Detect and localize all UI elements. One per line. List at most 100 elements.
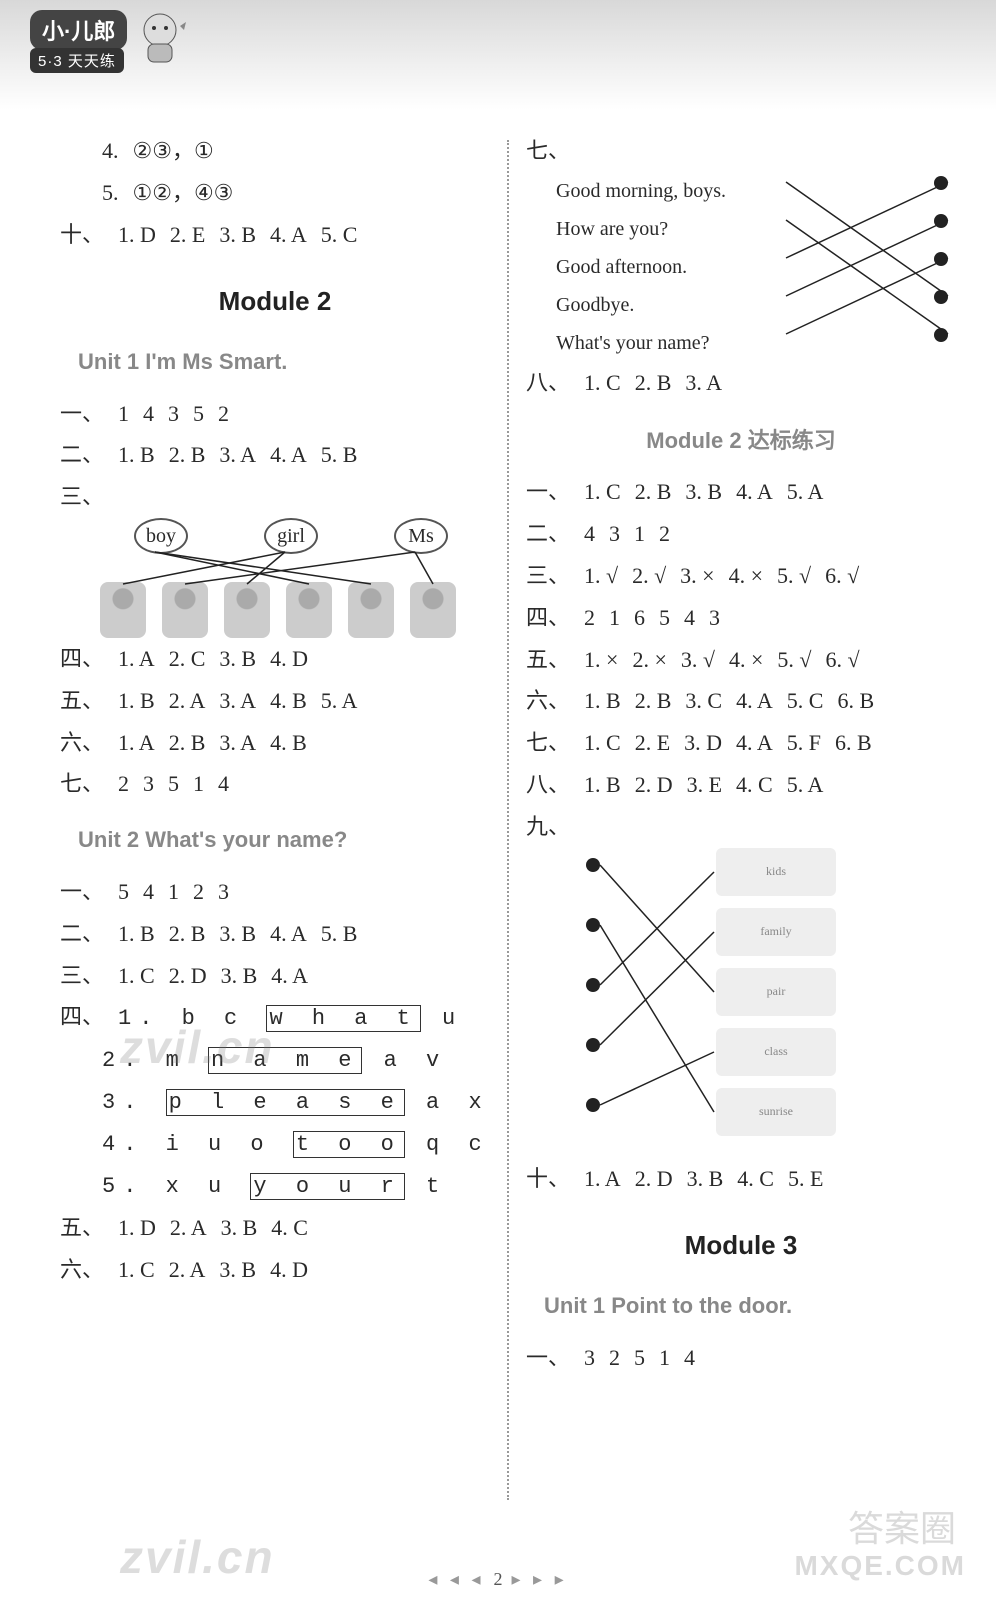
u1-4-a: 1. A — [118, 638, 155, 680]
u2-3-b: 2. D — [169, 955, 207, 997]
u2-5-lead: 五、 — [60, 1207, 104, 1249]
u1-3-match-lines — [100, 518, 490, 638]
u1-section-4: 四、 1. A 2. C 3. B 4. D — [60, 638, 490, 680]
u1-7-d: 1 — [193, 763, 204, 805]
q8-b: 2. B — [635, 362, 672, 404]
column-divider — [507, 140, 509, 1500]
u2-1-a: 5 — [118, 871, 129, 913]
u1-7-c: 5 — [168, 763, 179, 805]
u2-5-b: 2. A — [170, 1207, 207, 1249]
d6-c: 3. C — [685, 680, 722, 722]
u2-4-1-box: w h a t — [266, 1005, 420, 1032]
d3-a: 1. √ — [584, 555, 618, 597]
section-ten-lead: 十、 — [60, 214, 104, 256]
u1-4-b: 2. C — [169, 638, 206, 680]
u2-5-a: 1. D — [118, 1207, 156, 1249]
d8: 八、 1. B 2. D 3. E 4. C 5. A — [526, 764, 956, 806]
triangle-right-icon: ▸ ▸ ▸ — [512, 1569, 568, 1589]
d2-a: 4 — [584, 513, 595, 555]
u2-4-line-3: 3. p l e a s e a x — [102, 1082, 490, 1124]
m3-1-a: 3 — [584, 1337, 595, 1379]
u1-7-lead: 七、 — [60, 763, 104, 805]
u1-3-lead: 三、 — [60, 476, 104, 518]
u2-3-a: 1. C — [118, 955, 155, 997]
u1-1-a: 1 — [118, 393, 129, 435]
d8-lead: 八、 — [526, 764, 570, 806]
u1-7-a: 2 — [118, 763, 129, 805]
d3-c: 3. × — [680, 555, 714, 597]
d7: 七、 1. C 2. E 3. D 4. A 5. F 6. B — [526, 722, 956, 764]
d3-b: 2. √ — [632, 555, 666, 597]
d4-e: 4 — [684, 597, 695, 639]
u1-section-7: 七、 2 3 5 1 4 — [60, 763, 490, 805]
q7-lead: 七、 — [526, 130, 956, 172]
u2-4-2-num: 2. — [102, 1048, 144, 1073]
answer-4-number: 4. — [102, 130, 119, 172]
d5-f: 6. √ — [825, 639, 859, 681]
d8-a: 1. B — [584, 764, 621, 806]
d5: 五、 1. × 2. × 3. √ 4. × 5. √ 6. √ — [526, 639, 956, 681]
mascot-icon — [130, 8, 190, 68]
u1-2-e: 5. B — [321, 434, 358, 476]
u1-7-e: 4 — [218, 763, 229, 805]
u1-6-b: 2. B — [169, 722, 206, 764]
d6-e: 5. C — [787, 680, 824, 722]
d4-d: 5 — [659, 597, 670, 639]
u1-1-d: 5 — [193, 393, 204, 435]
q9-match-lines — [556, 848, 956, 1158]
d6-d: 4. A — [736, 680, 773, 722]
d7-a: 1. C — [584, 722, 621, 764]
ten-5: 5. C — [321, 214, 358, 256]
q8-a: 1. C — [584, 362, 621, 404]
d2: 二、 4 3 1 2 — [526, 513, 956, 555]
answer-4-value: ②③，① — [133, 130, 214, 172]
u1-2-a: 1. B — [118, 434, 155, 476]
u1-2-lead: 二、 — [60, 434, 104, 476]
answer-5-value: ①②，④③ — [133, 172, 234, 214]
u2-4-line-5: 5. x u y o u r t — [102, 1166, 490, 1208]
u2-section-3: 三、 1. C 2. D 3. B 4. A — [60, 955, 490, 997]
module-2-practice-heading: Module 2 达标练习 — [526, 420, 956, 462]
u1-2-b: 2. B — [169, 434, 206, 476]
u2-4-2-box: n a m e — [208, 1047, 362, 1074]
d3-f: 6. √ — [825, 555, 859, 597]
ten-3: 3. B — [219, 214, 256, 256]
u1-5-b: 2. A — [169, 680, 206, 722]
d7-lead: 七、 — [526, 722, 570, 764]
content-columns: 4. ②③，① 5. ①②，④③ 十、 1. D 2. E 3. B 4. A … — [0, 110, 996, 1500]
u2-2-c: 3. B — [219, 913, 256, 955]
d6-a: 1. B — [584, 680, 621, 722]
d10-d: 4. C — [737, 1158, 774, 1200]
d10-lead: 十、 — [526, 1158, 570, 1200]
d9-lead: 九、 — [526, 806, 956, 848]
m3-section-1: 一、 3 2 5 1 4 — [526, 1337, 956, 1379]
u1-4-d: 4. D — [270, 638, 308, 680]
d4-c: 6 — [634, 597, 645, 639]
u1-6-c: 3. A — [219, 722, 256, 764]
u2-4-1-num: 1. — [118, 1006, 160, 1031]
u2-section-1: 一、 5 4 1 2 3 — [60, 871, 490, 913]
u2-2-d: 4. A — [270, 913, 307, 955]
u2-section-6: 六、 1. C 2. A 3. B 4. D — [60, 1249, 490, 1291]
u1-5-lead: 五、 — [60, 680, 104, 722]
u2-4-2-pre: m — [166, 1048, 208, 1073]
d2-lead: 二、 — [526, 513, 570, 555]
u2-1-c: 1 — [168, 871, 179, 913]
u1-1-lead: 一、 — [60, 393, 104, 435]
d1-c: 3. B — [685, 471, 722, 513]
d4: 四、 2 1 6 5 4 3 — [526, 597, 956, 639]
u2-2-e: 5. B — [321, 913, 358, 955]
d3-d: 4. × — [729, 555, 763, 597]
u1-4-c: 3. B — [219, 638, 256, 680]
brand-logo: 小·儿郎 — [30, 10, 127, 50]
u1-section-1: 一、 1 4 3 5 2 — [60, 393, 490, 435]
d7-d: 4. A — [736, 722, 773, 764]
u2-4-3-post: a x — [405, 1090, 490, 1115]
u2-1-e: 3 — [218, 871, 229, 913]
u2-6-b: 2. A — [169, 1249, 206, 1291]
u2-4-3-box: p l e a s e — [166, 1089, 405, 1116]
answer-5-number: 5. — [102, 172, 119, 214]
d10-a: 1. A — [584, 1158, 621, 1200]
d7-b: 2. E — [635, 722, 670, 764]
d9-lead-text: 九、 — [526, 806, 570, 848]
